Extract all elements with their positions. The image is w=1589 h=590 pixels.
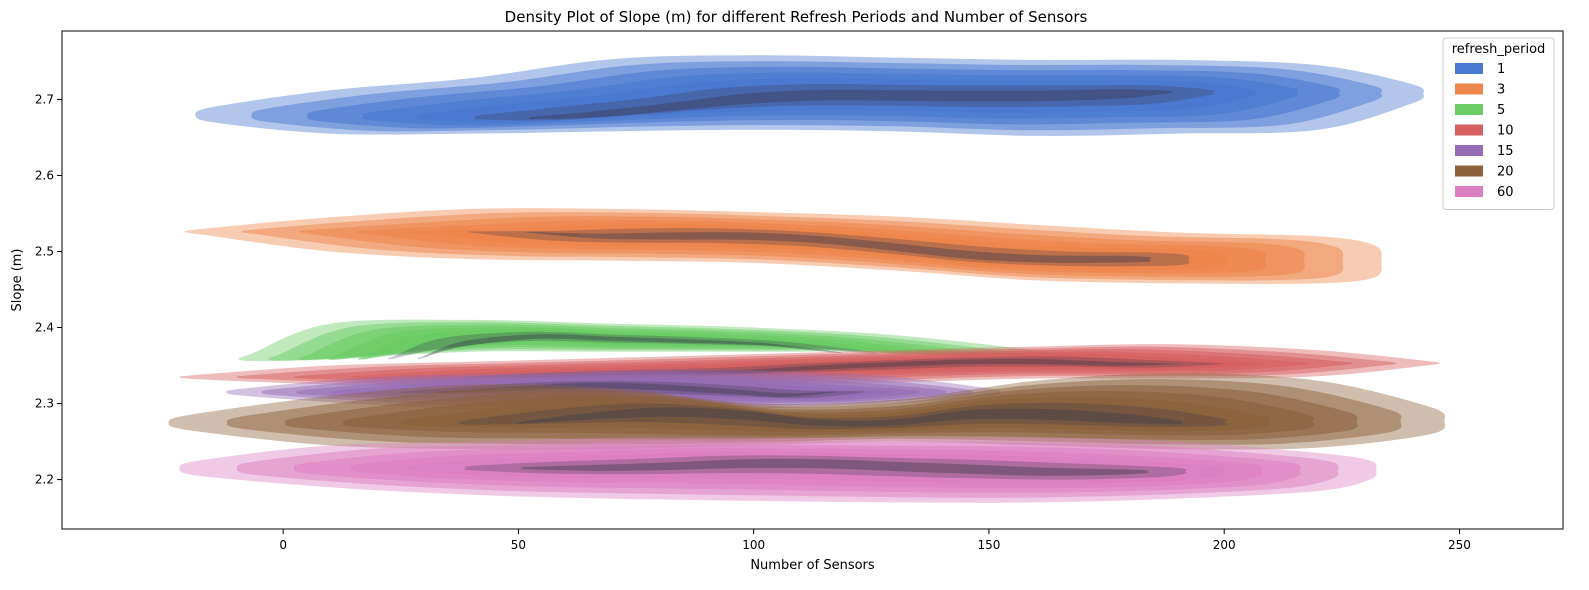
density-series-3 [184,208,1382,284]
legend-swatch-3 [1455,83,1483,95]
x-tick-label: 50 [511,538,526,552]
plot-frame [61,30,1564,530]
density-level-20-5 [457,402,1227,430]
y-tick-label: 2.6 [35,168,54,182]
legend-swatch-15 [1455,145,1483,156]
density-level-15-6 [434,382,838,398]
y-axis-label: Slope (m) [10,248,25,311]
density-level-10-6 [520,359,1181,378]
density-level-60-5 [464,455,1187,480]
legend-label-5: 5 [1497,103,1505,118]
legend-label-60: 60 [1497,185,1514,200]
density-level-20-6 [515,407,1184,427]
y-tick-label: 2.4 [35,321,54,335]
x-tick-label: 100 [742,538,765,552]
x-tick-label: 150 [977,538,1000,552]
density-level-3-5 [467,228,1190,267]
density-series-10 [178,344,1440,387]
density-level-10-4 [407,354,1267,380]
density-level-5-4 [358,329,913,360]
legend-swatch-20 [1455,165,1483,177]
x-tick-label: 250 [1448,538,1471,552]
y-tick-label: 2.7 [35,92,54,106]
density-level-3-6 [523,231,1152,263]
density-series-1 [194,55,1425,136]
chart-title: Density Plot of Slope (m) for different … [505,8,1088,26]
y-axis: 2.2 2.3 2.4 2.5 2.6 2.7 [35,92,62,487]
density-level-5-5 [387,331,878,360]
legend-label-3: 3 [1497,83,1505,98]
legend-label-15: 15 [1497,144,1514,159]
density-level-20-4 [400,396,1271,433]
legend-title: refresh_period [1452,42,1546,57]
density-level-60-6 [520,458,1149,476]
density-level-1-6 [528,89,1173,120]
y-tick-label: 2.3 [35,397,54,411]
plot-area [167,55,1446,503]
density-level-3-4 [411,224,1228,270]
density-series-5 [238,319,1054,362]
density-series-20 [167,373,1446,450]
x-tick-label: 200 [1213,538,1236,552]
legend-swatch-1 [1455,63,1483,74]
density-series-15 [225,369,1001,412]
legend-swatch-5 [1455,104,1483,115]
density-level-1-4 [418,78,1257,123]
legend-label-1: 1 [1497,62,1505,77]
y-tick-label: 2.2 [35,473,54,487]
legend-swatch-10 [1455,124,1483,136]
density-level-1-5 [473,83,1215,121]
density-series-60 [178,437,1377,503]
density-level-15-5 [400,380,865,399]
x-axis-label: Number of Sensors [750,558,875,573]
x-tick-label: 0 [279,538,287,552]
legend-label-10: 10 [1497,124,1514,139]
legend-items: 1 3 5 10 15 20 60 [1455,62,1514,200]
density-level-5-6 [417,334,843,360]
density-level-10-5 [464,356,1224,379]
density-level-60-4 [407,451,1225,484]
y-tick-label: 2.5 [35,244,54,258]
legend-label-20: 20 [1497,165,1514,180]
x-axis: 0 50 100 150 200 250 [279,529,1471,552]
legend: refresh_period 1 3 5 10 15 20 60 [1442,37,1555,210]
legend-swatch-60 [1455,186,1483,197]
